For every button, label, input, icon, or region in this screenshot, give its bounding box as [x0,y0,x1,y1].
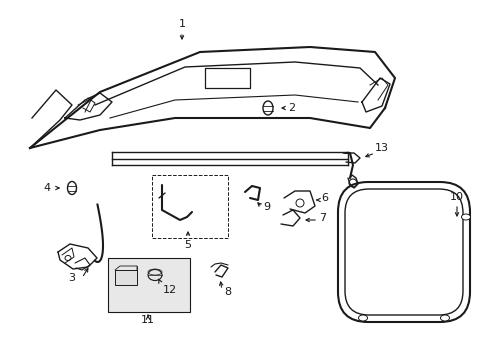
Text: 11: 11 [141,315,155,325]
Text: 7: 7 [319,213,326,223]
Bar [108,258,190,312]
Text: 5: 5 [184,240,191,250]
Text: 1: 1 [178,19,185,29]
Text: 2: 2 [288,103,295,113]
Text: 13: 13 [374,143,388,153]
Text: 9: 9 [263,202,270,212]
Text: 4: 4 [43,183,50,193]
Bar [115,270,137,285]
Text: 12: 12 [163,285,177,295]
Text: 10: 10 [449,192,463,202]
Ellipse shape [461,214,469,220]
Text: 6: 6 [321,193,328,203]
Text: 8: 8 [224,287,231,297]
Ellipse shape [358,315,367,321]
Text: 3: 3 [68,273,75,283]
Ellipse shape [440,315,448,321]
